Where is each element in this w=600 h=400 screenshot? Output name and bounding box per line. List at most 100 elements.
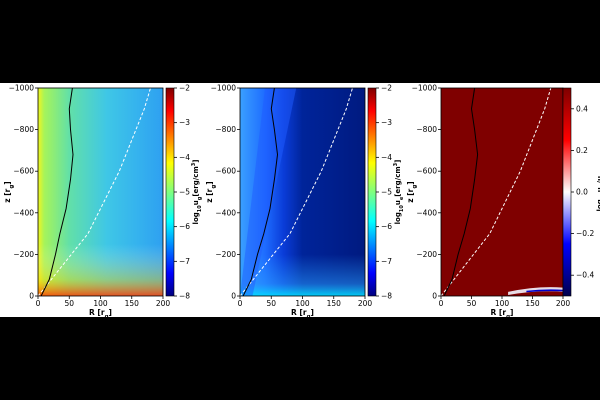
colorbar-tick-label: −3 [381, 118, 392, 127]
colorbar-tick-label: −2 [179, 84, 190, 93]
colorbar-tick-label: 0.2 [576, 146, 588, 155]
x-axis-label-part: ] [311, 308, 314, 317]
y-axis-label-part: ] [406, 181, 415, 184]
colorbar-tick-label: −7 [381, 257, 392, 266]
x-axis-label: R [rg] [491, 308, 514, 320]
x-tick-label: 0 [36, 299, 41, 308]
y-axis-label-part: z [r [3, 188, 12, 202]
x-axis-label-part: g [105, 314, 109, 320]
y-tick-label: 0 [432, 292, 437, 301]
y-tick-label: −1000 [211, 84, 237, 93]
x-axis-label-part: ] [109, 308, 112, 317]
y-axis-label-part: g [211, 185, 217, 189]
y-axis-label: z [rg] [205, 181, 217, 202]
disk-feature-core [526, 289, 563, 293]
x-axis-label-part: g [506, 314, 510, 320]
y-tick-label: 0 [231, 292, 236, 301]
colorbar-tick-label: −5 [179, 188, 190, 197]
x-tick-label: 200 [156, 299, 171, 308]
y-tick-label: −200 [215, 250, 236, 259]
colorbar-tick-label: 0.4 [576, 104, 588, 113]
x-tick-label: 100 [495, 299, 510, 308]
colorbar [165, 87, 175, 297]
colorbar-tick-label: 0.0 [576, 188, 588, 197]
colorbar-label-part: 3 [191, 162, 197, 166]
colorbar-tick-label: −3 [179, 118, 190, 127]
y-axis-label-part: ] [205, 181, 214, 184]
y-axis-label-part: g [9, 185, 15, 189]
colorbar-label-part: ] [192, 160, 200, 163]
y-tick-label: −200 [13, 250, 34, 259]
colorbar-tick-label: −6 [179, 222, 190, 231]
x-tick-label: 100 [295, 299, 310, 308]
x-axis-label-part: g [307, 314, 311, 320]
x-tick-label: 50 [467, 299, 477, 308]
colorbar-tick-label: −2 [381, 84, 392, 93]
colorbar-tick-label: −4 [381, 153, 392, 162]
x-tick-label: 150 [327, 299, 342, 308]
colorbar-tick-label: −8 [179, 292, 190, 301]
x-tick-label: 200 [358, 299, 373, 308]
y-tick-label: 0 [29, 292, 34, 301]
y-tick-label: −1000 [412, 84, 438, 93]
y-axis-label-part: ] [3, 181, 12, 184]
colorbar-tick-label: −5 [381, 188, 392, 197]
x-axis-label-part: R [r [89, 308, 105, 317]
black-solid-curve [443, 87, 479, 297]
heatmap-field [441, 88, 563, 296]
colorbar-label-part: 3 [393, 162, 399, 166]
y-axis-label-part: z [r [205, 188, 214, 202]
x-tick-label: 200 [556, 299, 571, 308]
jet-feature [240, 88, 297, 296]
colorbar-label-part: u [394, 200, 402, 205]
black-solid-curve [242, 87, 279, 297]
y-tick-label: −400 [215, 208, 236, 217]
x-tick-label: 0 [238, 299, 243, 308]
y-tick-label: −800 [13, 125, 34, 134]
colorbar-label-part: log [596, 199, 600, 211]
y-axis-label-part: g [412, 185, 418, 189]
x-tick-label: 0 [439, 299, 444, 308]
y-tick-label: −600 [416, 167, 437, 176]
colorbar-tick-label: −6 [381, 222, 392, 231]
colorbar-label-part: log [192, 212, 200, 224]
colorbar-label: log10ug[erg/cm3] [191, 160, 203, 225]
colorbar-tick-label: −0.4 [576, 271, 594, 280]
heatmap-field-base [38, 88, 163, 296]
x-axis-label: R [rg] [89, 308, 112, 320]
y-tick-label: −600 [215, 167, 236, 176]
y-tick-label: −1000 [9, 84, 35, 93]
x-tick-label: 100 [93, 299, 108, 308]
x-tick-label: 150 [125, 299, 140, 308]
colorbar-label-part: g [197, 196, 203, 200]
y-tick-label: −200 [416, 250, 437, 259]
y-tick-label: −600 [13, 167, 34, 176]
colorbar-label-part: 10 [197, 205, 203, 212]
x-axis-label: R [rg] [291, 308, 314, 320]
y-tick-label: −400 [13, 208, 34, 217]
y-axis-label: z [rg] [3, 181, 15, 202]
colorbar [367, 87, 377, 297]
black-solid-curve [40, 87, 74, 297]
colorbar-label-part: u [596, 187, 600, 192]
colorbar-tick-label: −4 [179, 153, 190, 162]
colorbar-tick-label: −7 [179, 257, 190, 266]
colorbar [562, 87, 572, 297]
x-axis-label-part: R [r [491, 308, 507, 317]
colorbar-label-part: log [394, 212, 402, 224]
colorbar-label-part: ] [394, 160, 402, 163]
colorbar-label-part: u [192, 200, 200, 205]
y-tick-label: −800 [416, 125, 437, 134]
colorbar-label-part: [erg/cm [192, 166, 200, 196]
colorbar-label: log10ue[erg/cm3] [393, 160, 405, 225]
colorbar-tick-label: −0.2 [576, 229, 594, 238]
y-axis-label-part: z [r [406, 188, 415, 202]
y-tick-label: −800 [215, 125, 236, 134]
y-tick-label: −400 [416, 208, 437, 217]
colorbar-label-part: /u [596, 176, 600, 184]
colorbar-label-part: 10 [399, 205, 405, 212]
